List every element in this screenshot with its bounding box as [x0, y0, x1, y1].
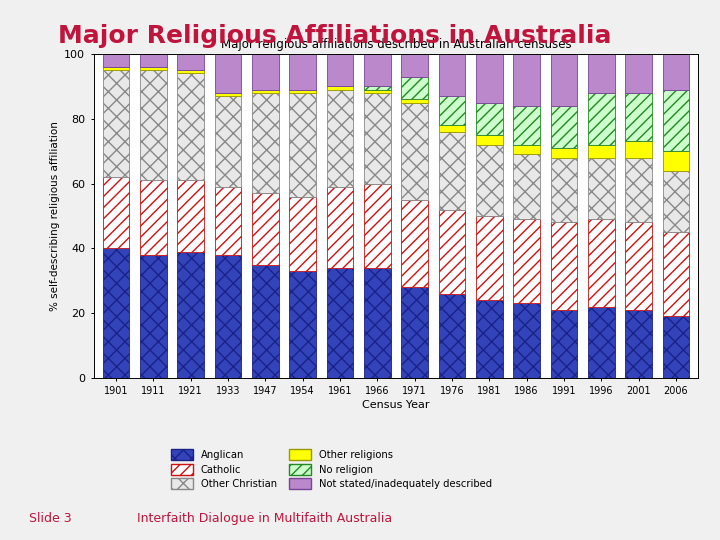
Bar [102, 54, 130, 67]
Bar [551, 310, 577, 378]
Bar [438, 210, 465, 294]
Bar [364, 90, 391, 93]
Bar [513, 219, 540, 303]
Bar [177, 73, 204, 180]
Bar [289, 54, 316, 90]
Bar [289, 93, 316, 197]
Bar [513, 154, 540, 219]
Bar [662, 316, 690, 378]
Bar [513, 106, 540, 145]
Bar [252, 193, 279, 265]
Bar [289, 90, 316, 93]
Bar [327, 86, 354, 90]
Bar [289, 197, 316, 271]
Bar [140, 180, 167, 255]
Legend: Anglican, Catholic, Other Christian, Other religions, No religion, Not stated/in: Anglican, Catholic, Other Christian, Oth… [171, 449, 492, 489]
Bar [625, 158, 652, 222]
Bar [662, 232, 690, 316]
Text: Major Religious Affiliations in Australia: Major Religious Affiliations in Australi… [58, 24, 611, 48]
Bar [177, 252, 204, 378]
Bar [438, 294, 465, 378]
Bar [364, 184, 391, 268]
Bar [476, 300, 503, 378]
Bar [551, 148, 577, 158]
Y-axis label: % self-describing religious affiliation: % self-describing religious affiliation [50, 121, 60, 311]
Bar [476, 135, 503, 145]
Bar [215, 187, 241, 255]
Bar [327, 268, 354, 378]
Bar [252, 265, 279, 378]
Bar [401, 287, 428, 378]
Bar [588, 145, 615, 158]
Bar [588, 158, 615, 219]
Bar [513, 54, 540, 106]
Title: Major religious affiliations described in Australian censuses: Major religious affiliations described i… [221, 38, 571, 51]
Bar [401, 99, 428, 103]
Bar [476, 103, 503, 135]
Bar [177, 180, 204, 252]
Bar [588, 54, 615, 93]
Bar [401, 103, 428, 200]
Bar [551, 54, 577, 106]
Bar [401, 54, 428, 77]
Bar [327, 90, 354, 187]
Bar [438, 125, 465, 132]
Bar [588, 93, 615, 145]
Bar [662, 151, 690, 171]
Bar [289, 271, 316, 378]
Bar [252, 54, 279, 90]
Bar [102, 177, 130, 248]
Bar [438, 54, 465, 96]
Bar [401, 77, 428, 99]
Bar [364, 268, 391, 378]
Bar [327, 187, 354, 268]
Bar [215, 54, 241, 93]
Bar [140, 70, 167, 180]
Bar [625, 222, 652, 310]
Bar [513, 303, 540, 378]
Bar [252, 90, 279, 93]
Bar [177, 54, 204, 70]
Bar [401, 200, 428, 287]
X-axis label: Census Year: Census Year [362, 401, 430, 410]
Bar [476, 145, 503, 216]
Bar [215, 93, 241, 96]
Bar [177, 70, 204, 73]
Bar [662, 171, 690, 232]
Bar [364, 86, 391, 90]
Bar [215, 96, 241, 187]
Bar [140, 67, 167, 70]
Bar [476, 54, 503, 103]
Bar [438, 96, 465, 125]
Bar [438, 132, 465, 210]
Bar [588, 307, 615, 378]
Bar [215, 255, 241, 378]
Bar [102, 248, 130, 378]
Bar [327, 54, 354, 86]
Bar [364, 54, 391, 86]
Bar [625, 93, 652, 141]
Bar [102, 67, 130, 70]
Bar [364, 93, 391, 184]
Bar [625, 54, 652, 93]
Bar [476, 216, 503, 300]
Bar [588, 219, 615, 307]
Bar [140, 255, 167, 378]
Bar [102, 70, 130, 177]
Bar [140, 54, 167, 67]
Bar [662, 90, 690, 151]
Bar [252, 93, 279, 193]
Bar [551, 222, 577, 310]
Bar [551, 158, 577, 222]
Bar [625, 141, 652, 158]
Text: Slide 3: Slide 3 [29, 512, 71, 525]
Bar [625, 310, 652, 378]
Bar [513, 145, 540, 154]
Text: Interfaith Dialogue in Multifaith Australia: Interfaith Dialogue in Multifaith Austra… [137, 512, 392, 525]
Bar [662, 54, 690, 90]
Bar [551, 106, 577, 148]
